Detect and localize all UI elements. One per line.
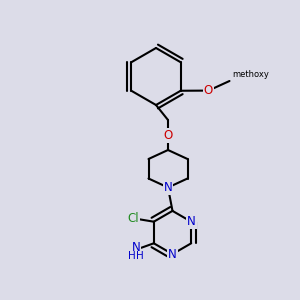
Text: N: N <box>164 181 172 194</box>
Text: N: N <box>131 241 140 254</box>
Text: O: O <box>204 84 213 97</box>
Text: N: N <box>187 215 196 228</box>
Text: methoxy: methoxy <box>232 70 269 79</box>
Text: H: H <box>136 251 143 261</box>
Text: Cl: Cl <box>128 212 139 225</box>
Text: H: H <box>128 251 136 261</box>
Text: O: O <box>164 129 172 142</box>
Text: N: N <box>168 248 177 261</box>
